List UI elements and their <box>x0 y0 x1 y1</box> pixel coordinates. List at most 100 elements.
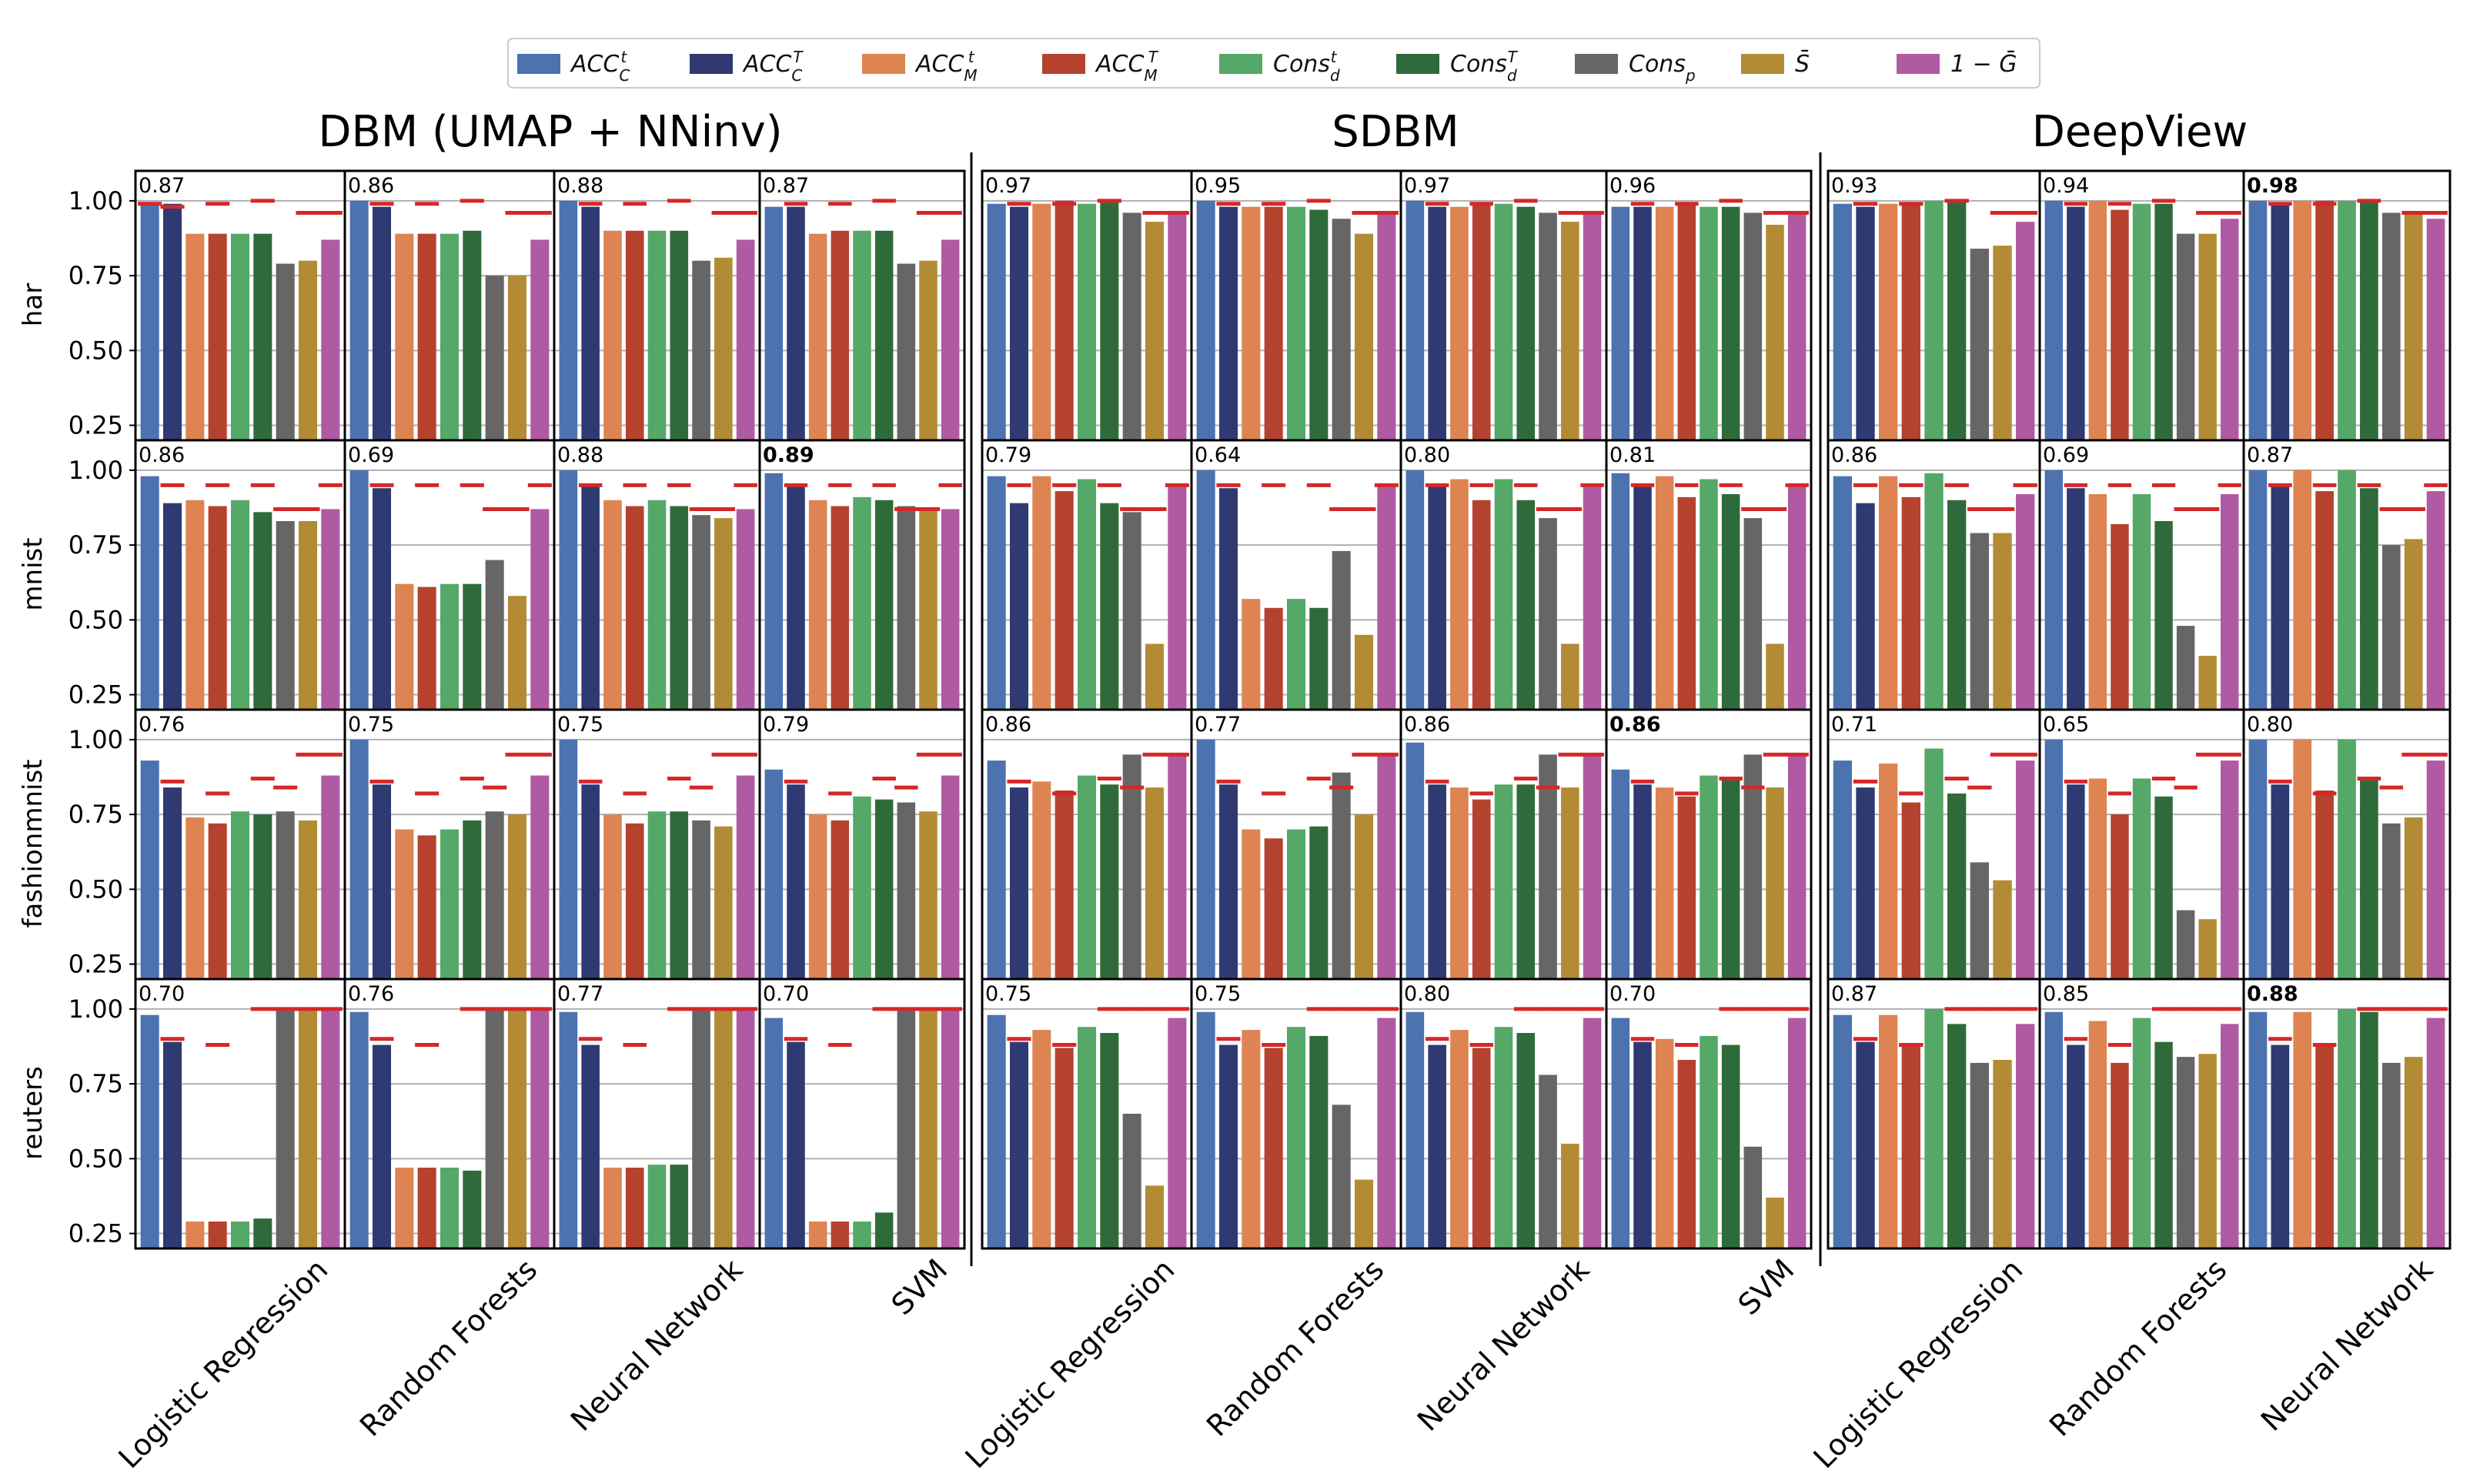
bar-one_minus_g <box>2426 219 2445 440</box>
bar-one_minus_g <box>1787 754 1807 979</box>
panels: 0.87 0.86 0.88 0.87 0.97 0.95 0.97 0.96 0.93 0.94… <box>134 169 2452 1250</box>
y-tick-label: 0.25 <box>69 950 123 979</box>
bar-cons_d_T <box>670 506 689 710</box>
bar-s_bar <box>1561 1143 1579 1248</box>
bar-acc_c_t <box>559 739 578 979</box>
bar-cons_p <box>2176 1057 2195 1248</box>
bar-acc_c_T <box>1856 1041 1875 1248</box>
panel-score: 0.80 <box>1404 443 1450 467</box>
bar-acc_c_T <box>1428 485 1446 710</box>
bar-acc_c_t <box>764 1018 784 1248</box>
bar-acc_m_T <box>831 1222 850 1248</box>
bar-one_minus_g <box>1787 1018 1807 1248</box>
panel-frame <box>758 978 966 1250</box>
bar-acc_c_T <box>2271 1044 2290 1248</box>
legend-label-acc_m_T: ACCMT <box>1095 48 1159 85</box>
bar-acc_c_T <box>2067 206 2085 440</box>
bar-acc_m_t <box>186 1222 205 1248</box>
bar-cons_p <box>485 811 504 979</box>
dataset-labels: har mnist fashionmnist reuters <box>18 283 48 1160</box>
panel-fashionmnist-0-1: 0.75 <box>343 708 556 981</box>
bar-one_minus_g <box>530 509 550 710</box>
bar-acc_m_T <box>1677 1060 1696 1248</box>
bar-acc_c_t <box>987 203 1006 440</box>
bar-cons_p <box>692 1008 710 1248</box>
bar-acc_m_T <box>208 823 227 979</box>
bar-s_bar <box>919 811 938 979</box>
bar-acc_c_T <box>2067 1044 2085 1248</box>
bar-acc_m_T <box>831 820 850 979</box>
bar-one_minus_g <box>321 775 340 979</box>
bar-cons_d_T <box>1721 494 1740 710</box>
bar-acc_c_T <box>372 488 392 710</box>
dataset-label-mnist: mnist <box>18 537 48 610</box>
bar-one_minus_g <box>321 1008 340 1248</box>
bar-acc_m_t <box>1242 206 1261 440</box>
panel-score: 0.86 <box>985 713 1031 737</box>
bar-s_bar <box>1766 225 1784 440</box>
bar-acc_m_t <box>1242 599 1261 710</box>
panel-score: 0.93 <box>1831 174 1877 198</box>
bar-acc_m_T <box>417 233 436 440</box>
bar-one_minus_g <box>736 509 755 710</box>
dataset-label-fashionmnist: fashionmnist <box>18 759 48 928</box>
panel-score: 0.70 <box>763 982 809 1006</box>
classifier-label: SVM <box>885 1252 954 1322</box>
bar-one_minus_g <box>941 239 960 440</box>
bar-acc_m_t <box>1655 787 1674 979</box>
bar-s_bar <box>298 521 318 710</box>
classifier-label: Random Forests <box>1200 1252 1390 1442</box>
panel-score: 0.97 <box>985 174 1031 198</box>
bar-cons_d_t <box>2132 203 2151 440</box>
bar-acc_m_t <box>603 230 622 440</box>
bar-acc_c_T <box>162 503 182 710</box>
bar-one_minus_g <box>941 509 960 710</box>
bar-cons_d_T <box>2154 796 2173 979</box>
panel-score: 0.86 <box>1404 713 1450 737</box>
bar-acc_m_t <box>603 1168 622 1248</box>
bar-one_minus_g <box>2016 222 2035 440</box>
bar-acc_m_T <box>1472 203 1491 440</box>
panel-score: 0.98 <box>2247 174 2298 198</box>
bar-one_minus_g <box>1377 485 1396 710</box>
panel-fashionmnist-1-1: 0.77 <box>1190 708 1402 981</box>
bar-acc_c_T <box>2067 784 2085 979</box>
classifier-label: Neural Network <box>2254 1252 2439 1437</box>
bar-acc_m_t <box>1450 479 1469 710</box>
bar-cons_d_t <box>1286 1027 1306 1248</box>
bar-cons_p <box>692 820 710 979</box>
panel-score: 0.70 <box>1609 982 1656 1006</box>
panel-score: 0.71 <box>1831 713 1877 737</box>
method-title-dbm: DBM (UMAP + NNinv) <box>318 107 782 157</box>
bar-acc_c_t <box>1196 739 1215 979</box>
bar-acc_c_t <box>764 206 784 440</box>
bar-cons_d_t <box>440 233 460 440</box>
bar-acc_c_T <box>1009 1041 1029 1248</box>
bar-s_bar <box>714 826 733 979</box>
bar-cons_d_t <box>1924 1008 1944 1248</box>
bar-cons_d_t <box>230 1222 250 1248</box>
panel-mnist-2-2: 0.87 <box>2242 439 2452 711</box>
panel-frame <box>2242 978 2452 1250</box>
bar-s_bar <box>1993 880 2012 979</box>
bar-cons_p <box>1539 212 1557 440</box>
legend-swatch-cons_d_T <box>1396 54 1439 74</box>
bar-acc_m_T <box>2315 200 2334 440</box>
panel-fashionmnist-0-2: 0.75 <box>553 708 761 981</box>
bar-acc_c_t <box>2248 1011 2268 1248</box>
bar-acc_m_T <box>831 506 850 710</box>
bar-cons_d_T <box>2360 778 2378 979</box>
bar-cons_p <box>2381 212 2401 440</box>
bar-one_minus_g <box>2221 494 2239 710</box>
bar-s_bar <box>2404 539 2423 710</box>
bar-acc_m_t <box>1450 787 1469 979</box>
bar-one_minus_g <box>1168 754 1187 979</box>
bar-acc_c_T <box>1218 206 1238 440</box>
bar-s_bar <box>1766 643 1784 710</box>
bar-acc_c_T <box>1856 206 1875 440</box>
bar-cons_p <box>485 560 504 710</box>
bar-cons_p <box>897 802 916 979</box>
bar-acc_m_T <box>2111 523 2129 710</box>
bar-acc_c_T <box>1856 503 1875 710</box>
panel-fashionmnist-2-1: 0.65 <box>2038 708 2245 981</box>
